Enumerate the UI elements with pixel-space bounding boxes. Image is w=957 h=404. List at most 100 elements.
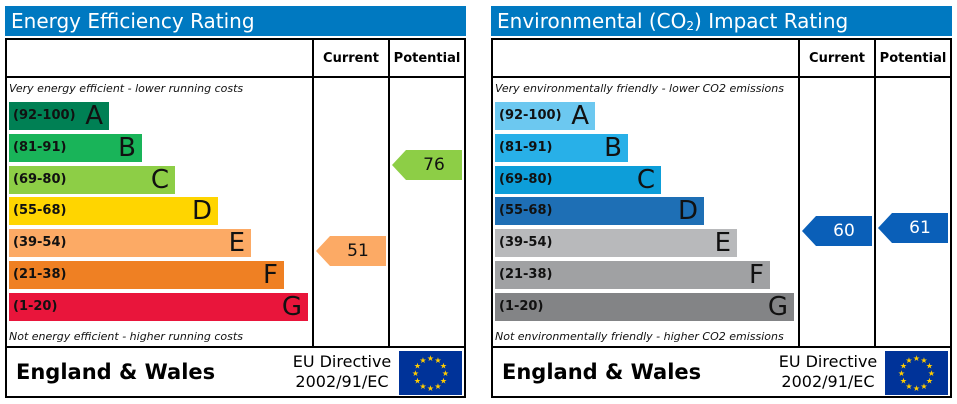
arrow-shape	[802, 216, 872, 247]
column-divider	[798, 40, 800, 346]
eu-star-icon: ★	[905, 356, 912, 365]
arrow-shape	[316, 235, 386, 266]
band-letter: F	[749, 260, 764, 290]
footer: England & Wales EU Directive 2002/91/EC …	[493, 348, 950, 396]
band-range-label: (39-54)	[13, 235, 67, 251]
eu-star-icon: ★	[900, 362, 907, 371]
band-range-label: (1-20)	[499, 298, 544, 314]
directive-line-1: EU Directive	[778, 352, 878, 371]
band-c: (69-80) C	[495, 165, 661, 194]
band-d: (55-68) D	[495, 196, 704, 227]
band-letter: A	[85, 101, 103, 131]
directive-line-2: 2002/91/EC	[295, 372, 389, 391]
current-rating-value: 51	[347, 240, 369, 261]
band-letter: D	[677, 196, 698, 227]
column-divider	[874, 40, 876, 346]
band-range-label: (21-38)	[499, 267, 553, 282]
potential-rating-arrow: 61	[878, 213, 948, 244]
eu-star-icon: ★	[928, 369, 935, 378]
current-rating-arrow: 60	[802, 216, 872, 247]
eu-star-icon: ★	[898, 369, 905, 378]
band-letter: G	[281, 291, 302, 322]
current-rating-arrow: 51	[316, 235, 386, 266]
band-e: (39-54) E	[9, 228, 251, 259]
band-g: (1-20) G	[495, 291, 794, 322]
footer-divider	[7, 346, 464, 348]
band-letter: G	[767, 291, 788, 322]
top-note: Very energy efficient - lower running co…	[9, 82, 244, 95]
title-prefix: Environmental (CO	[497, 9, 687, 33]
eu-star-icon: ★	[920, 382, 927, 391]
band-range-label: (81-91)	[499, 139, 553, 155]
band-letter: D	[191, 196, 212, 227]
band-d: (55-68) D	[9, 196, 218, 227]
eu-flag-icon: ★ ★ ★ ★ ★ ★ ★ ★ ★ ★ ★ ★	[399, 351, 462, 395]
footer: England & Wales EU Directive 2002/91/EC …	[7, 348, 464, 396]
band-range-label: (92-100)	[13, 108, 76, 123]
eu-star-icon: ★	[442, 369, 449, 378]
band-letter: B	[604, 132, 622, 163]
region-name: England & Wales	[16, 360, 216, 384]
arrow-polygon	[392, 149, 462, 180]
band-letter: C	[150, 164, 169, 195]
directive-line-1: EU Directive	[292, 352, 392, 371]
eu-directive: EU Directive 2002/91/EC	[287, 352, 397, 392]
title-subscript: 2	[686, 19, 695, 33]
arrow-shape	[878, 213, 948, 244]
band-range-label: (69-80)	[13, 171, 67, 187]
band-range-label: (81-91)	[13, 139, 67, 155]
eu-star-icon: ★	[434, 356, 441, 365]
band-letter: F	[263, 260, 278, 290]
column-divider	[312, 40, 314, 346]
current-column-header: Current	[323, 51, 379, 66]
eu-star-icon: ★	[427, 384, 434, 393]
eu-star-icon: ★	[419, 356, 426, 365]
eu-star-icon: ★	[920, 356, 927, 365]
arrow-shape	[392, 149, 462, 180]
potential-column-header: Potential	[879, 51, 947, 66]
top-note: Very environmentally friendly - lower CO…	[495, 82, 784, 95]
footer-divider	[493, 346, 950, 348]
current-rating-value: 60	[833, 221, 855, 242]
bottom-note: Not energy efficient - higher running co…	[9, 330, 243, 343]
bottom-note: Not environmentally friendly - higher CO…	[495, 330, 784, 343]
band-range-label: (69-80)	[499, 171, 553, 187]
band-range-label: (21-38)	[13, 267, 67, 282]
band-g: (1-20) G	[9, 291, 308, 322]
current-column-header: Current	[809, 51, 865, 66]
band-f: (21-38) F	[9, 261, 284, 289]
band-c: (69-80) C	[9, 164, 175, 195]
band-a: (92-100) A	[495, 102, 595, 130]
eu-star-icon: ★	[434, 382, 441, 391]
column-divider	[388, 40, 390, 346]
band-a: (92-100) A	[9, 102, 109, 130]
potential-rating-arrow: 76	[392, 149, 462, 180]
chart-frame: Current Potential Very energy efficient …	[5, 38, 466, 398]
band-range-label: (55-68)	[13, 203, 67, 219]
band-letter: E	[714, 228, 731, 259]
band-letter: E	[228, 228, 245, 259]
potential-rating-value: 61	[909, 218, 931, 239]
eu-star-icon: ★	[926, 377, 933, 386]
eu-star-icon: ★	[440, 377, 447, 386]
arrow-polygon	[802, 216, 872, 247]
eu-star-icon: ★	[414, 377, 421, 386]
band-letter: A	[571, 101, 589, 131]
header-divider	[493, 76, 950, 78]
eu-star-icon: ★	[900, 377, 907, 386]
band-range-label: (39-54)	[499, 235, 553, 251]
energy-efficiency-panel: Energy Efficiency Rating Current Potenti…	[5, 6, 466, 398]
arrow-polygon	[878, 213, 948, 244]
potential-rating-value: 76	[423, 154, 445, 175]
eu-star-icon: ★	[414, 362, 421, 371]
panel-title: Energy Efficiency Rating	[5, 6, 466, 36]
eu-star-icon: ★	[412, 369, 419, 378]
environmental-impact-panel: Environmental (CO2) Impact Rating Curren…	[491, 6, 952, 398]
band-range-label: (92-100)	[499, 108, 562, 123]
band-b: (81-91) B	[495, 132, 628, 163]
eu-star-icon: ★	[926, 362, 933, 371]
eu-flag-icon: ★ ★ ★ ★ ★ ★ ★ ★ ★ ★ ★ ★	[885, 351, 948, 395]
eu-star-icon: ★	[419, 382, 426, 391]
directive-line-2: 2002/91/EC	[781, 372, 875, 391]
title-suffix: ) Impact Rating	[694, 9, 849, 33]
